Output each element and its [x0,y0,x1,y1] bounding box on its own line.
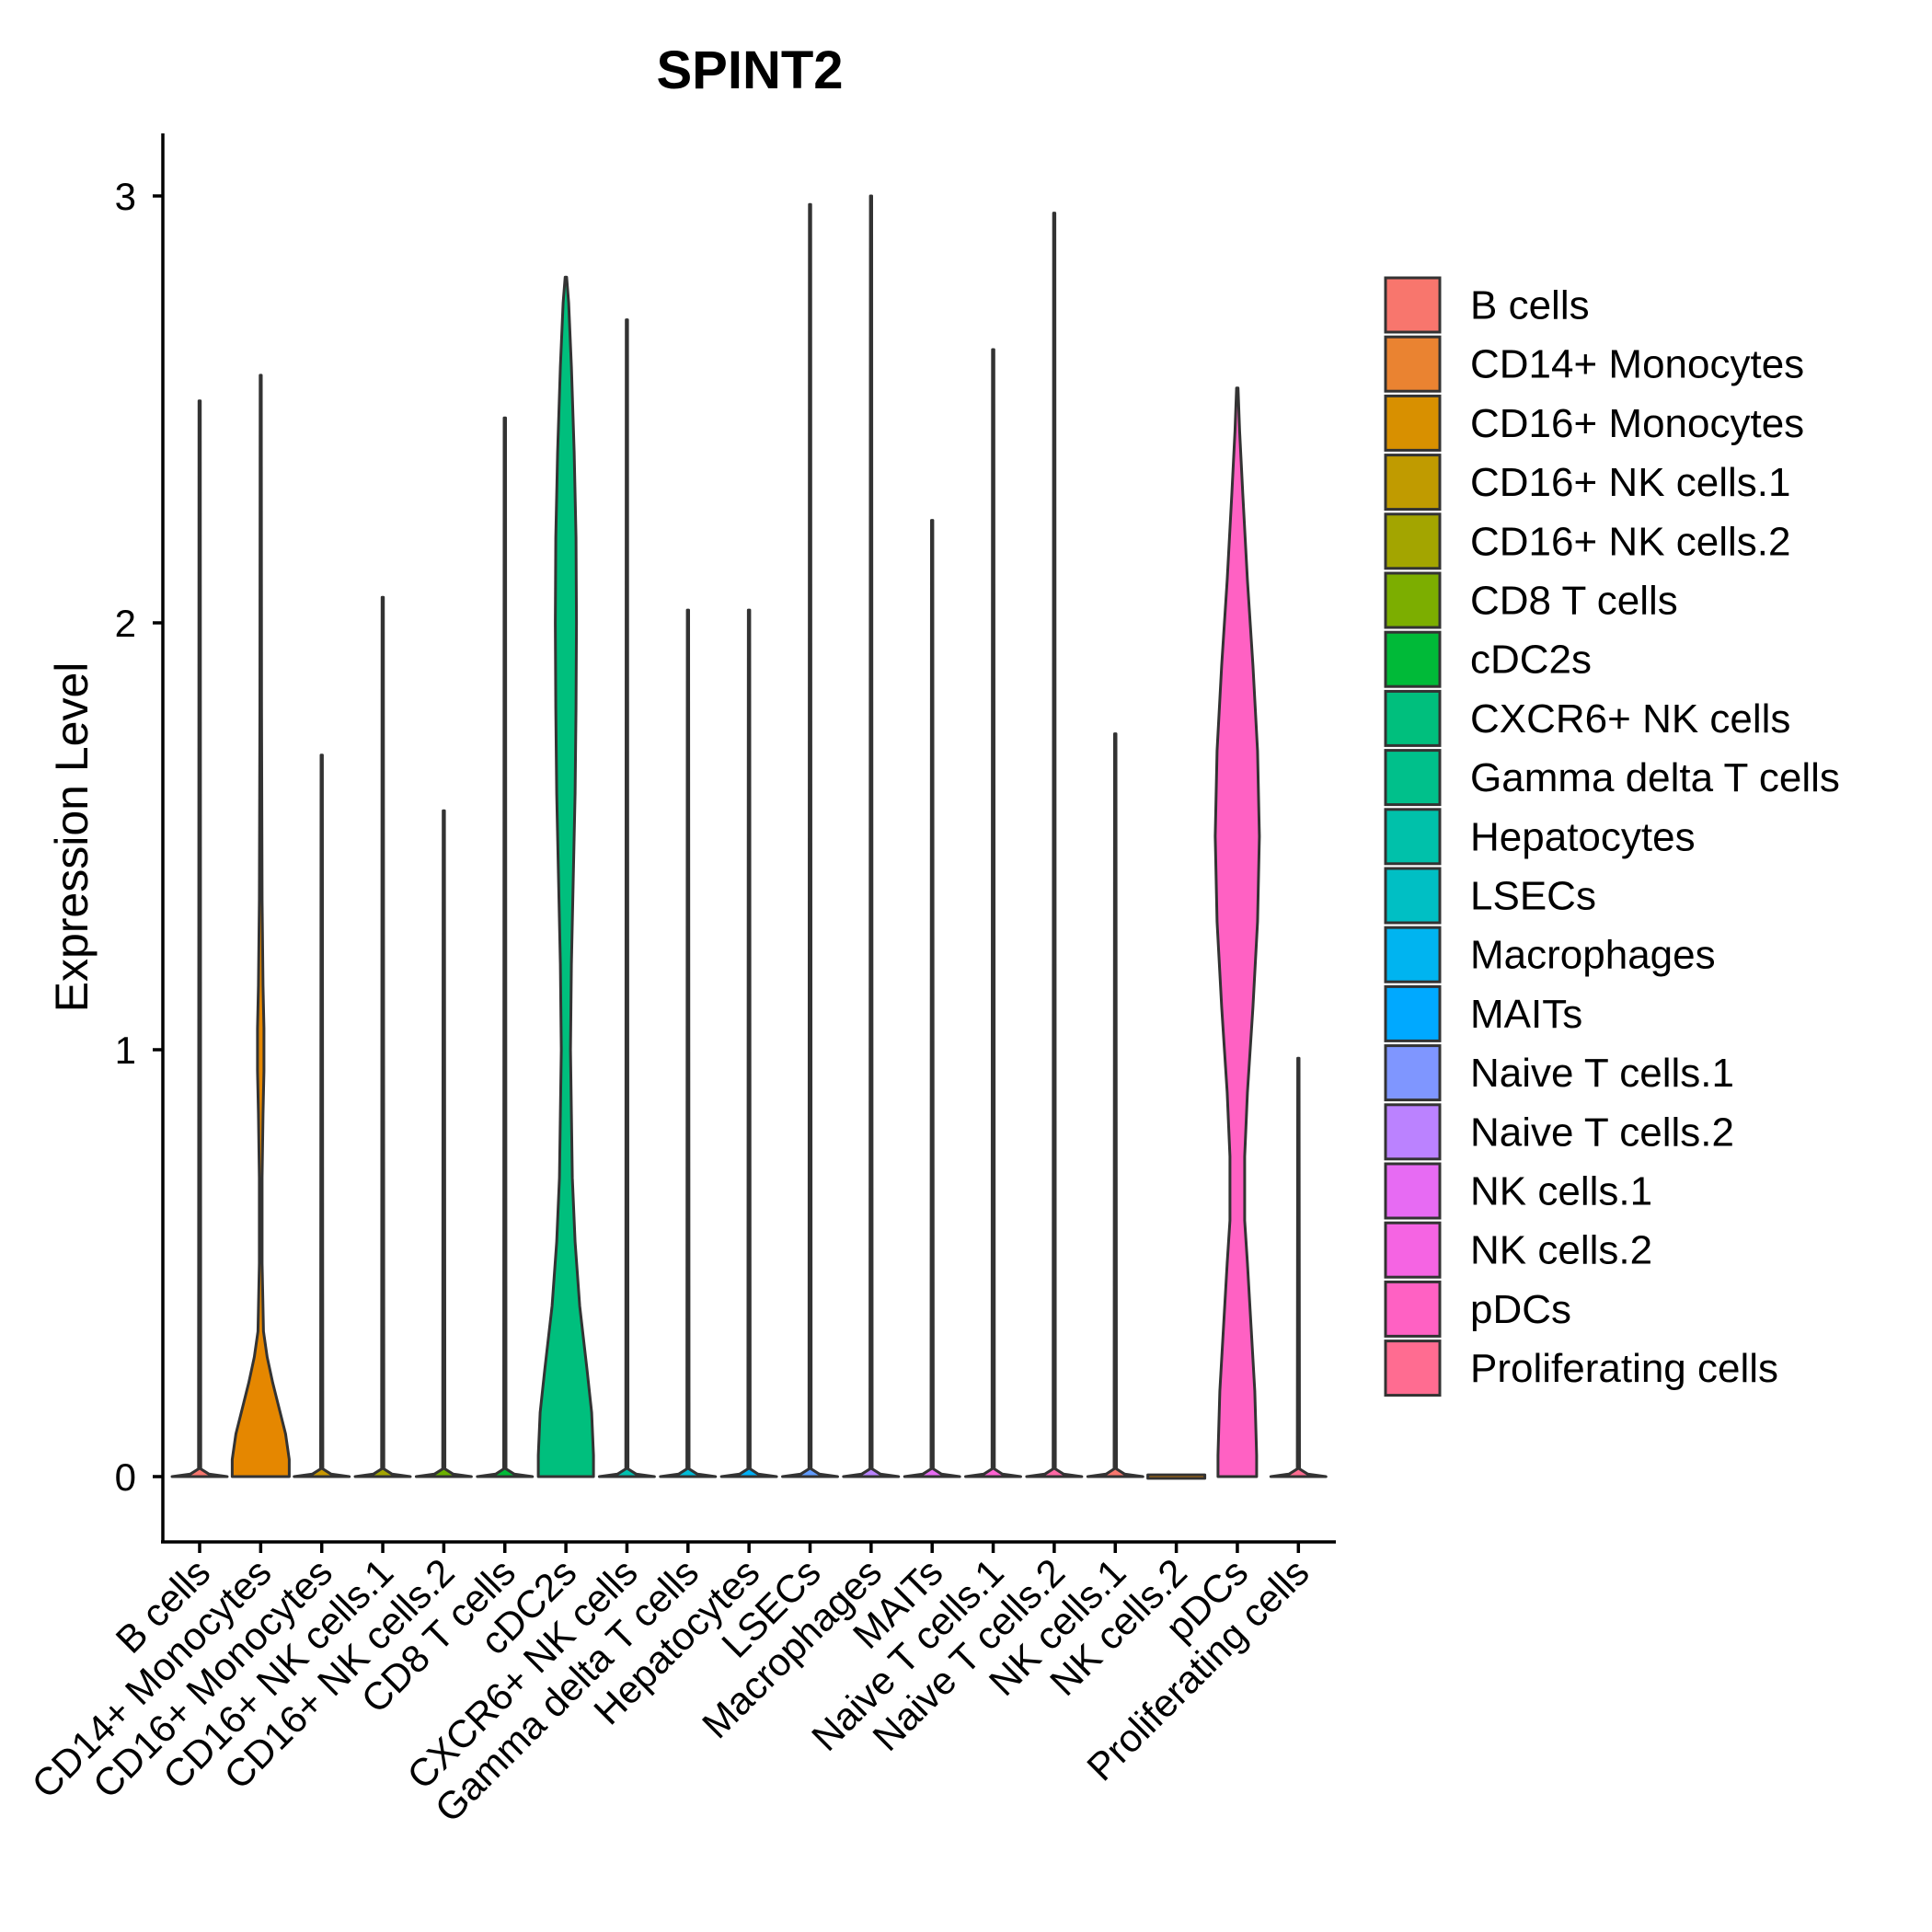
violin-cxcr6-nk-cells [597,318,656,1478]
legend-label: NK cells.1 [1470,1169,1652,1214]
legend-key [1384,1162,1442,1220]
violin-nk-cells-1 [1086,732,1144,1478]
legend-key [1384,394,1442,452]
legend-label: CD14+ Monocytes [1470,342,1804,387]
legend-label: pDCs [1470,1287,1571,1332]
violin-maits [903,519,961,1478]
legend-key [1384,749,1442,807]
violin-cd16-monocytes [293,753,351,1478]
violin-cd16-nk-cells-1 [353,595,412,1478]
legend: B cells CD14+ Monocytes CD16+ Monocytes CD1… [1384,276,1840,1397]
legend-label: CXCR6+ NK cells [1470,696,1790,742]
violin-naive-t-cells-2 [1025,212,1084,1478]
legend-key [1384,276,1442,334]
violin-lsecs [781,202,839,1478]
legend-label: cDC2s [1470,638,1592,683]
legend-key [1384,335,1442,393]
legend-label: Macrophages [1470,933,1716,978]
violin-gamma-delta-t-cells [659,608,718,1478]
legend-label: CD16+ NK cells.2 [1470,519,1790,564]
legend-key [1384,454,1442,512]
legend-label: B cells [1470,283,1590,328]
legend-label: Gamma delta T cells [1470,755,1840,800]
y-ticks: 0 1 2 3 [115,175,163,1499]
y-tick-label: 2 [115,602,136,645]
legend-label: LSECs [1470,874,1596,919]
violin-macrophages [842,194,901,1478]
y-tick-label: 0 [115,1455,136,1499]
legend-label: CD16+ Monocytes [1470,401,1804,446]
legend-label: MAITs [1470,992,1582,1037]
violin-cd16-nk-cells-2 [414,809,473,1478]
violin-naive-t-cells-1 [964,348,1022,1478]
violin-proliferating-cells [1269,1056,1328,1478]
violin-group [170,194,1328,1480]
violin-hepatocytes [719,608,778,1478]
y-tick-label: 1 [115,1029,136,1072]
y-axis-label: Expression Level [46,662,98,1013]
legend-label: CD8 T cells [1470,579,1678,624]
legend-label: CD16+ NK cells.1 [1470,460,1790,505]
legend-key [1384,926,1442,983]
legend-key [1384,1280,1442,1338]
legend-label: NK cells.2 [1470,1228,1652,1273]
legend-key [1384,1103,1442,1161]
violin-cd14-monocytes [230,374,291,1478]
legend-label: Naive T cells.1 [1470,1051,1734,1096]
legend-key [1384,689,1442,747]
legend-key [1384,1221,1442,1279]
legend-key [1384,1044,1442,1102]
legend-label: Naive T cells.2 [1470,1110,1734,1155]
legend-label: Proliferating cells [1470,1346,1778,1391]
violin-pdcs [1213,386,1261,1478]
legend-key [1384,867,1442,925]
legend-key [1384,571,1442,629]
violin-cd8-t-cells [476,416,535,1478]
legend-key [1384,630,1442,688]
violin-b-cells [170,399,229,1478]
legend-key [1384,984,1442,1042]
violin-nk-cells-2 [1146,1473,1207,1480]
chart-title: SPINT2 [656,40,843,100]
y-tick-label: 3 [115,175,136,218]
legend-key [1384,1340,1442,1397]
legend-key [1384,808,1442,866]
legend-label: Hepatocytes [1470,814,1696,859]
legend-key [1384,512,1442,570]
violin-cdc2s [536,275,595,1478]
